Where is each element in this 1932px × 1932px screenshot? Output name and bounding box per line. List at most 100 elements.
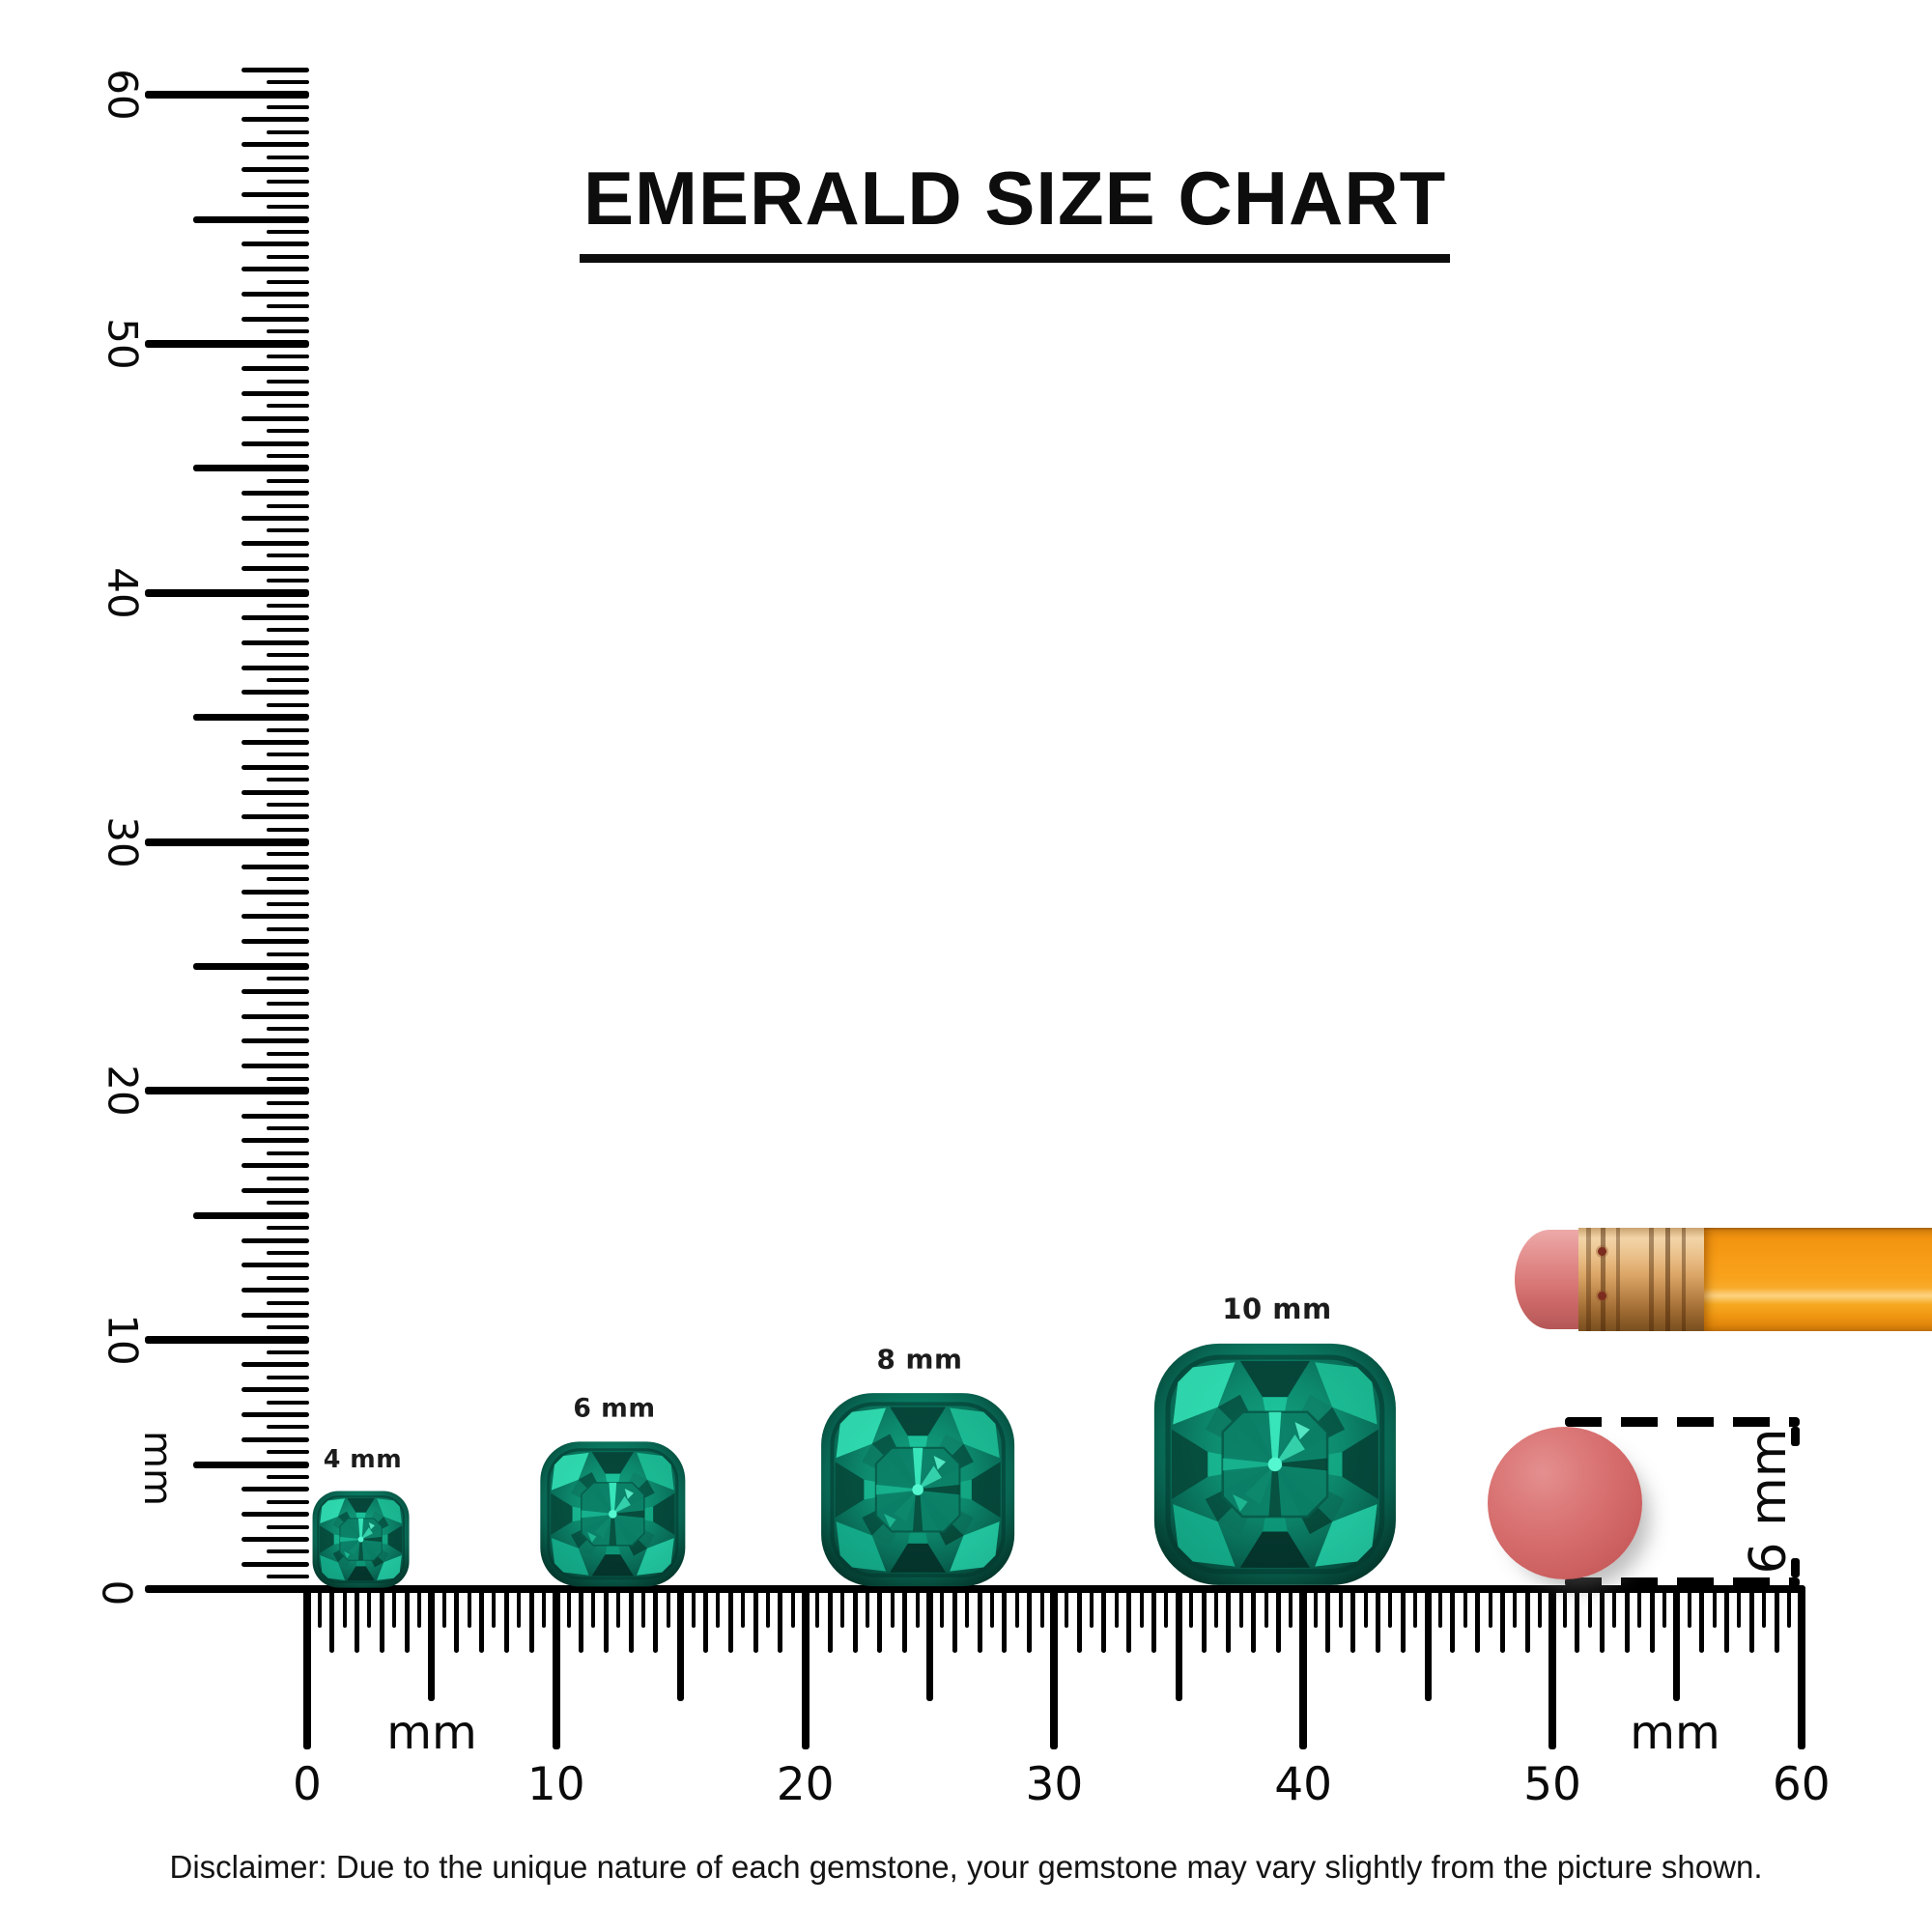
horizontal-ruler-tick [1673,1585,1681,1701]
horizontal-ruler-tick [1226,1585,1232,1653]
horizontal-ruler-number: 60 [1772,1758,1831,1811]
horizontal-ruler-tick [702,1585,708,1653]
horizontal-ruler-tick [815,1585,820,1628]
horizontal-ruler-tick [1499,1585,1505,1653]
vertical-ruler-tick [267,1375,309,1379]
gem-size-label: 10 mm [1222,1293,1332,1326]
vertical-ruler-number: 40 [99,567,147,619]
vertical-ruler-number: 30 [99,815,147,868]
vertical-ruler-tick [242,1163,309,1169]
horizontal-ruler-tick [379,1585,384,1653]
horizontal-ruler-tick [1002,1585,1008,1653]
vertical-ruler-tick [267,902,309,907]
vertical-ruler-tick [267,229,309,234]
horizontal-ruler-tick [541,1585,546,1628]
horizontal-ruler-tick [926,1585,933,1701]
vertical-ruler-tick [242,316,309,322]
vertical-ruler-tick [267,678,309,683]
horizontal-ruler-tick [753,1585,758,1653]
vertical-ruler-tick [267,454,309,458]
horizontal-ruler-tick [1562,1585,1567,1628]
horizontal-ruler-tick [801,1585,810,1749]
vertical-ruler-tick [267,554,309,558]
horizontal-ruler-tick [1325,1585,1331,1653]
vertical-ruler-tick [242,415,309,421]
eraser-top-view [1488,1427,1642,1579]
horizontal-ruler-tick [454,1585,460,1653]
vertical-ruler-unit-label: mm [135,1431,180,1506]
vertical-ruler-tick [242,191,309,197]
horizontal-ruler-tick [367,1585,372,1628]
vertical-ruler-tick [242,267,309,272]
horizontal-ruler-tick [1538,1585,1543,1628]
vertical-ruler-tick [145,1336,309,1345]
vertical-ruler-tick [145,1585,309,1593]
horizontal-ruler-unit-label-right: mm [1630,1706,1720,1760]
page-title: EMERALD SIZE CHART [580,155,1451,263]
emerald-gem-4mm [311,1490,411,1589]
horizontal-ruler-tick [952,1585,957,1653]
horizontal-ruler-tick [441,1585,446,1628]
vertical-ruler-tick [242,440,309,446]
horizontal-ruler-tick [1723,1585,1729,1653]
vertical-ruler-tick [267,155,309,159]
horizontal-ruler-tick [317,1585,322,1628]
vertical-ruler-tick [267,129,309,134]
vertical-ruler-tick [267,354,309,358]
vertical-ruler-tick [267,279,309,284]
horizontal-ruler-tick [404,1585,410,1653]
vertical-ruler-tick [267,1026,309,1031]
horizontal-ruler-tick [1475,1585,1481,1653]
horizontal-ruler-tick [1797,1585,1805,1749]
horizontal-ruler-tick [392,1585,397,1628]
vertical-ruler-tick [267,1250,309,1255]
horizontal-ruler-tick [1014,1585,1019,1628]
vertical-ruler-tick [267,1499,309,1504]
horizontal-ruler-tick [1488,1585,1492,1628]
vertical-ruler-tick [267,802,309,807]
horizontal-ruler-tick [1314,1585,1319,1628]
vertical-ruler-tick [242,117,309,123]
horizontal-ruler-tick [1027,1585,1033,1653]
horizontal-ruler-number: 50 [1523,1758,1581,1811]
horizontal-ruler-tick [428,1585,436,1701]
vertical-ruler-tick [267,702,309,707]
disclaimer-text: Disclaimer: Due to the unique nature of … [169,1849,1763,1885]
emerald-gem-6mm [538,1440,687,1589]
vertical-ruler-tick [267,1201,309,1206]
vertical-ruler-tick [267,1275,309,1280]
vertical-ruler-tick [242,391,309,397]
horizontal-ruler-tick [1076,1585,1082,1653]
horizontal-ruler-tick [852,1585,858,1653]
vertical-ruler-tick [145,838,309,846]
horizontal-ruler-tick [1201,1585,1207,1653]
vertical-ruler-tick [267,926,309,931]
horizontal-ruler-tick [1463,1585,1467,1628]
dashed-measure-right-bottom-stub [1791,1558,1800,1577]
horizontal-ruler-tick [1114,1585,1119,1628]
vertical-ruler-tick [242,366,309,372]
horizontal-ruler-tick [840,1585,845,1628]
vertical-ruler-tick [242,1536,309,1542]
horizontal-ruler-tick [1712,1585,1717,1628]
vertical-ruler-tick [242,515,309,521]
horizontal-ruler-tick [603,1585,609,1653]
gem-size-label: 4 mm [323,1443,403,1473]
horizontal-ruler-tick [1264,1585,1268,1628]
vertical-ruler-tick [267,1350,309,1355]
horizontal-ruler-tick [1363,1585,1368,1628]
horizontal-ruler-tick [1338,1585,1343,1628]
vertical-ruler-tick [267,1474,309,1479]
vertical-ruler-tick [267,304,309,309]
horizontal-ruler-tick [329,1585,335,1653]
horizontal-ruler-tick [1388,1585,1393,1628]
vertical-ruler-tick [267,1325,309,1330]
vertical-ruler-tick [267,753,309,757]
vertical-ruler-tick [242,1288,309,1293]
horizontal-ruler-tick [1090,1585,1094,1628]
vertical-ruler-tick [193,1461,309,1468]
horizontal-ruler-tick [1350,1585,1356,1653]
vertical-ruler-tick [242,1263,309,1268]
horizontal-ruler-tick [790,1585,795,1628]
